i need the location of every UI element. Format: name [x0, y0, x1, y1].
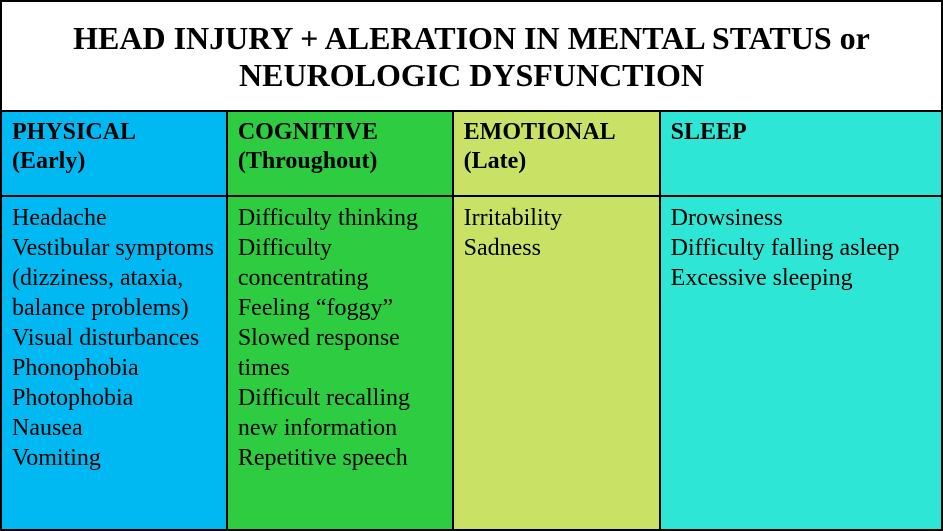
- table-body-row: Headache Vestibular symptoms (dizziness,…: [1, 196, 942, 530]
- col-header-emotional: EMOTIONAL (Late): [453, 111, 660, 195]
- col-name: EMOTIONAL: [464, 119, 616, 145]
- col-body-physical: Headache Vestibular symptoms (dizziness,…: [1, 196, 227, 530]
- symptom-table-container: HEAD INJURY + ALERATION IN MENTAL STATUS…: [0, 0, 943, 531]
- symptom-table: HEAD INJURY + ALERATION IN MENTAL STATUS…: [0, 0, 943, 531]
- col-header-sleep: SLEEP: [660, 111, 942, 195]
- col-timing: (Late): [464, 148, 527, 174]
- col-timing: (Throughout): [238, 148, 378, 174]
- symptom-list: Headache Vestibular symptoms (dizziness,…: [12, 205, 214, 471]
- col-header-cognitive: COGNITIVE (Throughout): [227, 111, 453, 195]
- col-body-cognitive: Difficulty thinking Difficulty concentra…: [227, 196, 453, 530]
- symptom-list: Irritability Sadness: [464, 205, 563, 261]
- col-body-sleep: Drowsiness Difficulty falling asleep Exc…: [660, 196, 942, 530]
- col-name: COGNITIVE: [238, 119, 378, 145]
- table-header-row: PHYSICAL (Early) COGNITIVE (Throughout) EM…: [1, 111, 942, 195]
- col-name: SLEEP: [671, 119, 747, 145]
- col-timing: (Early): [12, 148, 85, 174]
- col-body-emotional: Irritability Sadness: [453, 196, 660, 530]
- col-name: PHYSICAL: [12, 119, 136, 145]
- col-header-physical: PHYSICAL (Early): [1, 111, 227, 195]
- symptom-list: Difficulty thinking Difficulty concentra…: [238, 205, 418, 471]
- symptom-list: Drowsiness Difficulty falling asleep Exc…: [671, 205, 900, 291]
- table-title: HEAD INJURY + ALERATION IN MENTAL STATUS…: [1, 1, 942, 111]
